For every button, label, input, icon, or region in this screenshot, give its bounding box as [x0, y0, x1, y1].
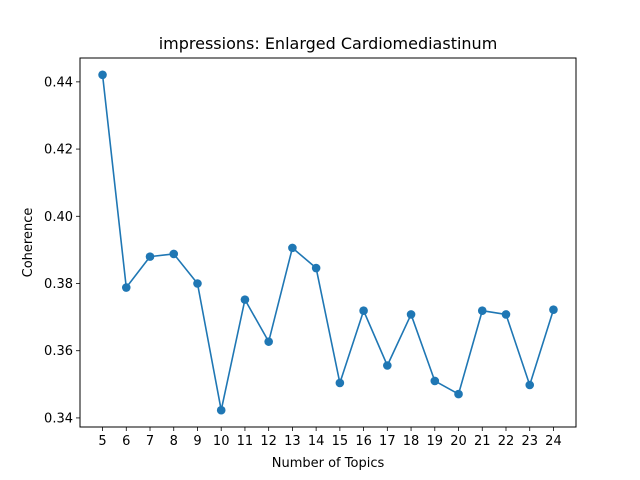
- data-point: [383, 361, 392, 370]
- x-tick-label: 11: [237, 434, 254, 449]
- x-tick-label: 22: [498, 434, 515, 449]
- chart-title: impressions: Enlarged Cardiomediastinum: [159, 34, 498, 53]
- x-tick-label: 9: [193, 434, 201, 449]
- plot-area: [80, 58, 576, 427]
- x-tick-label: 24: [545, 434, 562, 449]
- x-tick-label: 23: [521, 434, 538, 449]
- data-point: [193, 279, 202, 288]
- data-point: [454, 389, 463, 399]
- plot-frame: [79, 57, 577, 428]
- x-tick-label: 7: [146, 434, 154, 449]
- x-tick-label: 13: [284, 434, 301, 449]
- y-tick-label: 0.44: [44, 75, 73, 90]
- data-point: [549, 305, 558, 315]
- data-point: [477, 306, 487, 316]
- data-point: [430, 376, 440, 386]
- data-point: [359, 306, 368, 316]
- x-tick-label: 6: [122, 434, 130, 449]
- data-point: [311, 263, 321, 273]
- y-tick-label: 0.38: [44, 277, 73, 292]
- x-tick-label: 12: [260, 434, 277, 449]
- data-point: [501, 310, 511, 319]
- x-tick-label: 20: [450, 434, 467, 449]
- x-tick-label: 14: [308, 434, 325, 449]
- x-tick-label: 5: [98, 434, 106, 449]
- data-point: [264, 337, 273, 346]
- data-point: [525, 380, 535, 390]
- data-point: [98, 70, 107, 80]
- y-tick-label: 0.42: [44, 143, 73, 158]
- y-tick-label: 0.40: [44, 210, 73, 225]
- x-tick-label: 10: [213, 434, 230, 449]
- x-ticks: 5 6 7 8 9 10 11 12 13 14 15 16 17 18 19 20 21 22 23 24: [98, 427, 562, 449]
- x-tick-label: 19: [427, 434, 444, 449]
- data-point: [121, 283, 131, 292]
- y-tick-label: 0.36: [44, 344, 73, 359]
- x-axis-label: Number of Topics: [272, 456, 385, 471]
- x-tick-label: 21: [474, 434, 491, 449]
- series-layer: [98, 70, 558, 415]
- data-point: [169, 249, 179, 259]
- data-point: [240, 295, 250, 304]
- data-point: [216, 405, 226, 415]
- data-point: [145, 252, 155, 261]
- x-tick-label: 18: [403, 434, 420, 449]
- x-tick-label: 15: [332, 434, 349, 449]
- x-tick-label: 17: [379, 434, 396, 449]
- y-ticks: 0.34 0.36 0.38 0.40 0.42 0.44: [44, 75, 80, 426]
- y-axis-label: Coherence: [21, 208, 36, 278]
- y-tick-label: 0.34: [44, 411, 73, 426]
- x-tick-label: 16: [355, 434, 372, 449]
- x-tick-label: 8: [170, 434, 178, 449]
- series-line: [101, 74, 555, 412]
- data-point: [335, 378, 345, 388]
- data-point: [288, 243, 297, 253]
- data-point: [406, 310, 416, 319]
